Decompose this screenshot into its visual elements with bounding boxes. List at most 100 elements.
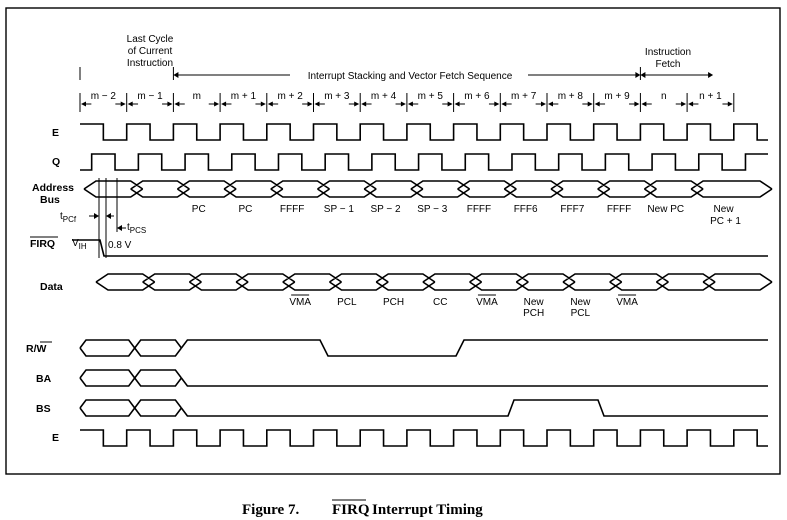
cycle-arrowhead-left [641, 101, 647, 107]
cycle-label: m + 3 [324, 91, 350, 102]
signal-label-bs: BS [36, 403, 51, 415]
cycle-arrowhead-left [127, 101, 133, 107]
signal-label-address-2: Bus [40, 194, 60, 206]
cycle-arrowhead-right [541, 101, 546, 107]
address-value: New [714, 204, 735, 215]
cycle-label: m + 9 [604, 91, 630, 102]
cycle-arrowhead-right [167, 101, 173, 107]
diagram-border [5, 7, 781, 475]
signal-label-q: Q [52, 156, 60, 168]
cycle-arrowhead-right [120, 101, 126, 107]
sequence-label: Interrupt Stacking and Vector Fetch Sequ… [308, 71, 513, 82]
cycle-label: m + 2 [278, 91, 304, 102]
address-value: FFFF [280, 204, 304, 215]
bs-eye-top [79, 399, 183, 409]
vih-label: VIH [72, 238, 87, 251]
waveform-q [80, 153, 768, 171]
tpcs-label: tPCS [127, 222, 146, 235]
signal-label-rw: R/W [26, 341, 52, 355]
address-value: PC [192, 204, 206, 215]
last-cycle-line-1: Last Cycle [127, 34, 174, 45]
figure-caption: Figure 7. FIRQ Interrupt Timing [242, 499, 483, 518]
cycle-label: m − 1 [137, 91, 163, 102]
address-values: PC PC FFFF SP − 1 SP − 2 SP − 3 FFFF FFF6 FFF7 FF… [192, 204, 742, 227]
data-value: PCH [523, 308, 544, 319]
cycle-arrowhead-right [587, 101, 593, 107]
last-cycle-label: Last Cycle of Current Instruction [127, 34, 174, 69]
cycle-arrowhead-left [548, 101, 553, 107]
waveform-e [80, 123, 768, 141]
cycle-arrowhead-right [260, 101, 266, 107]
caption-signal: FIRQ [332, 502, 370, 518]
bs-level [180, 399, 768, 417]
cycle-arrowhead-left [221, 101, 227, 107]
data-value: CC [433, 297, 447, 308]
instruction-fetch-line-2: Fetch [655, 59, 680, 70]
address-value: SP − 1 [324, 204, 355, 215]
cycle-arrowhead-right [307, 101, 313, 107]
waveform-rw [79, 339, 768, 357]
cycle-arrowhead-right [400, 101, 406, 107]
cycle-label: m + 1 [231, 91, 257, 102]
seq-head-left [173, 72, 179, 78]
data-value: PCL [571, 308, 591, 319]
data-values: VMA PCL PCH CC VMA New New VMA PCH PCL [289, 294, 638, 319]
address-bus-top [83, 180, 773, 190]
data-value: New [570, 297, 591, 308]
cycle-label: m [193, 91, 201, 102]
rw-level [180, 339, 768, 357]
address-value: FFFF [607, 204, 631, 215]
last-cycle-line-3: Instruction [127, 58, 173, 69]
signal-label-address-1: Address [32, 182, 74, 194]
data-bus-bottom [95, 281, 773, 291]
ba-level [180, 377, 768, 387]
cycle-label: m + 6 [464, 91, 490, 102]
cycle-label: n + 1 [699, 91, 722, 102]
timing-annotations: tPCf tPCS VIH 0.8 V [60, 178, 146, 258]
address-bus-bottom [83, 188, 773, 198]
cycle-arrowhead-left [501, 101, 507, 107]
cycle-arrowhead-right [354, 101, 360, 107]
tpcs-arrowhead [117, 225, 122, 231]
cycle-arrowhead-left [314, 101, 320, 107]
address-value: PC [238, 204, 252, 215]
waveform-bs [79, 399, 768, 417]
address-value: FFFF [467, 204, 491, 215]
caption-rest: Interrupt Timing [372, 502, 483, 518]
sequence-arrows [79, 67, 714, 80]
data-value: PCL [337, 297, 357, 308]
cycle-arrowhead-left [454, 101, 460, 107]
data-value: PCH [383, 297, 404, 308]
cycle-arrowhead-right [494, 101, 500, 107]
bs-eye-bottom [79, 407, 183, 417]
waveform-firq [72, 239, 768, 257]
cycle-arrowhead-left [81, 101, 86, 107]
signal-label-data: Data [40, 281, 63, 293]
cycle-label: m + 7 [511, 91, 537, 102]
ba-eye-bottom [79, 377, 183, 387]
rw-eye-top [79, 339, 183, 349]
fetch-head-right [708, 72, 714, 78]
waveform-address-bus [83, 180, 773, 198]
signal-label-rw-text: R/W [26, 343, 47, 355]
signal-label-ba: BA [36, 373, 52, 385]
waveform-e-bottom [80, 429, 768, 447]
last-cycle-line-2: of Current [128, 46, 173, 57]
seq-head-right [635, 72, 641, 78]
fetch-head-left [640, 72, 646, 78]
cycle-arrowhead-left [594, 101, 600, 107]
signal-label-e: E [52, 127, 59, 139]
cycle-arrowhead-left [361, 101, 367, 107]
address-value: New PC [647, 204, 684, 215]
cycle-arrowhead-left [407, 101, 413, 107]
rw-eye-bottom [79, 347, 183, 357]
signal-label-firq: FIRQ [30, 238, 55, 250]
cycle-arrowhead-left [688, 101, 694, 107]
cycle-label: m + 4 [371, 91, 397, 102]
address-value: FFF7 [560, 204, 584, 215]
cycle-label: m − 2 [91, 91, 117, 102]
cycle-row: m − 2 m − 1 m m + 1 m + 2 m + 3 m + 4 m + 5 m + … [79, 91, 735, 112]
address-value: PC + 1 [710, 216, 741, 227]
waveform-ba [79, 369, 768, 387]
